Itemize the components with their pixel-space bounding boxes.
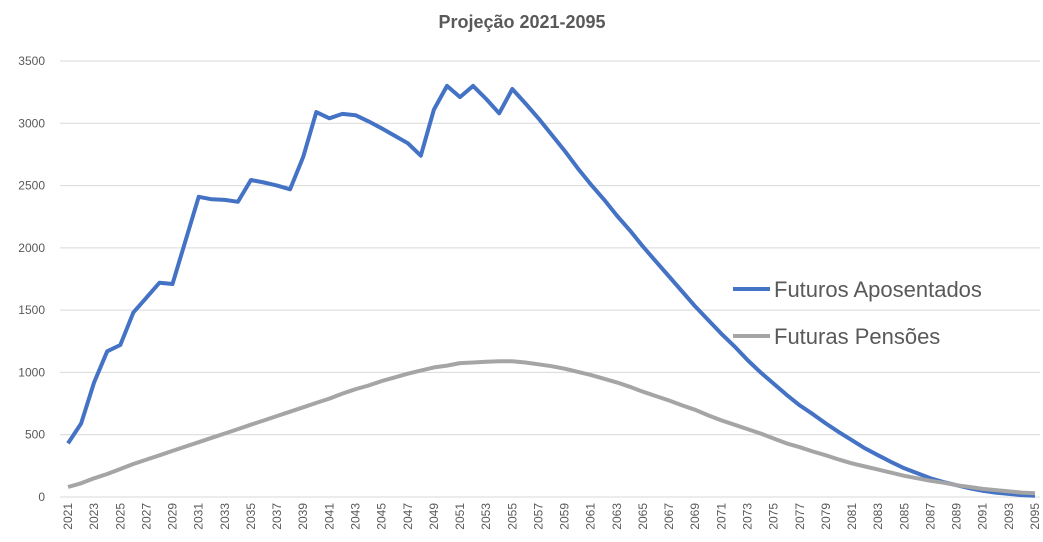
legend-label: Futuras Pensões [774,324,940,349]
line-series [66,83,1036,498]
x-tick-label: 2079 [819,503,833,530]
y-tick-label: 2500 [18,179,45,193]
x-tick-label: 2063 [610,503,624,530]
x-tick-label: 2059 [558,503,572,530]
x-tick-label: 2077 [793,503,807,530]
y-tick-label: 3000 [18,116,45,130]
x-tick-label: 2043 [348,503,362,530]
x-tick-label: 2039 [296,503,310,530]
x-tick-label: 2061 [584,503,598,530]
x-tick-label: 2089 [950,503,964,530]
x-tick-label: 2073 [741,503,755,530]
y-tick-label: 1000 [18,365,45,379]
x-tick-label: 2021 [61,503,75,530]
x-tick-label: 2091 [976,503,990,530]
x-tick-label: 2055 [505,503,519,530]
line-series [67,359,1036,496]
x-tick-label: 2065 [636,503,650,530]
x-tick-label: 2023 [87,503,101,530]
x-tick-label: 2049 [427,503,441,530]
x-tick-label: 2095 [1028,503,1042,530]
x-tick-label: 2081 [845,503,859,530]
y-tick-label: 2000 [18,241,45,255]
legend-label: Futuros Aposentados [774,277,982,302]
y-tick-label: 1500 [18,303,45,317]
x-tick-label: 2093 [1002,503,1016,530]
x-tick-label: 2047 [401,503,415,530]
x-tick-label: 2083 [871,503,885,530]
x-tick-label: 2037 [270,503,284,530]
x-tick-label: 2027 [139,503,153,530]
x-tick-label: 2031 [192,503,206,530]
x-tick-label: 2069 [688,503,702,530]
x-tick-label: 2029 [166,503,180,530]
x-tick-label: 2071 [714,503,728,530]
chart-title: Projeção 2021-2095 [438,12,605,32]
x-tick-label: 2075 [767,503,781,530]
x-tick-label: 2085 [897,503,911,530]
x-tick-label: 2025 [113,503,127,530]
x-tick-label: 2045 [375,503,389,530]
x-tick-label: 2087 [923,503,937,530]
y-tick-label: 500 [25,428,45,442]
x-tick-label: 2041 [322,503,336,530]
y-tick-label: 0 [38,490,45,504]
x-tick-label: 2033 [218,503,232,530]
y-tick-label: 3500 [18,54,45,68]
x-tick-label: 2057 [531,503,545,530]
x-tick-label: 2035 [244,503,258,530]
x-tick-label: 2051 [453,503,467,530]
x-tick-label: 2053 [479,503,493,530]
x-tick-label: 2067 [662,503,676,530]
